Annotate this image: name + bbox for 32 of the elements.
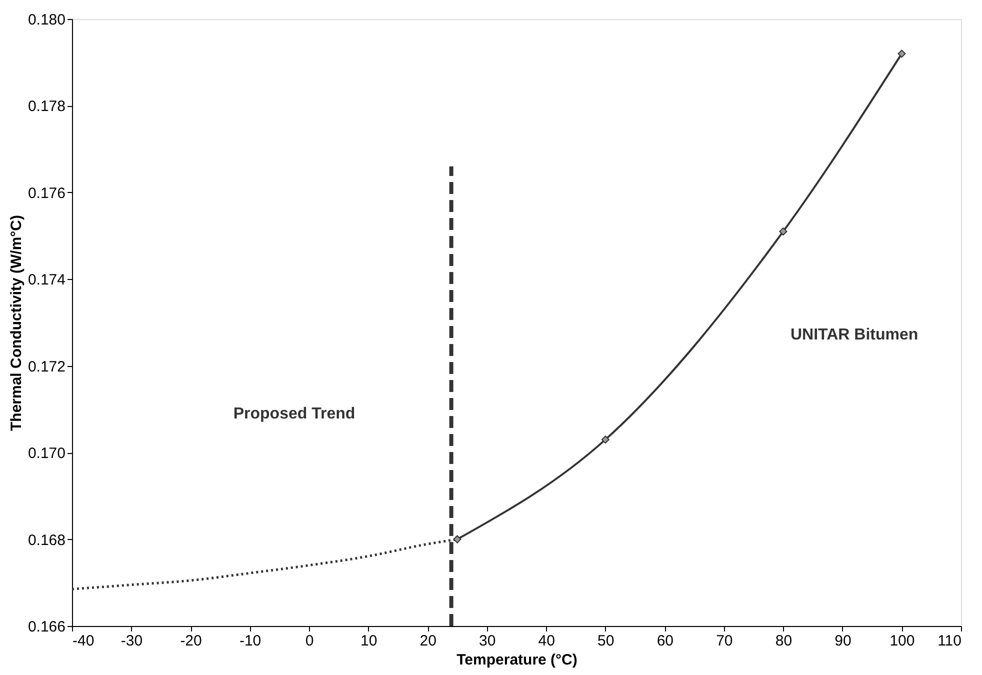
y-tick-label: 0.178 bbox=[28, 98, 66, 116]
x-tick-label: 20 bbox=[420, 632, 436, 650]
y-tick-label: 0.166 bbox=[28, 618, 66, 636]
x-tick-label: 80 bbox=[775, 632, 792, 650]
x-tick-label: 0 bbox=[305, 632, 314, 650]
x-tick-label: -40 bbox=[72, 632, 94, 650]
point bbox=[898, 50, 906, 58]
x-tick-label: 90 bbox=[834, 632, 852, 650]
y-tick-label: 0.174 bbox=[28, 272, 66, 289]
x-tick-label: 110 bbox=[938, 632, 962, 650]
y-tick-label: 0.170 bbox=[28, 445, 66, 462]
x-tick-label: 70 bbox=[716, 632, 733, 650]
point bbox=[453, 535, 462, 544]
annotation: Proposed Trend bbox=[233, 406, 356, 423]
x-tick-label: 40 bbox=[538, 632, 555, 650]
y-tick-label: 0.168 bbox=[28, 532, 66, 549]
x-axis-title: Temperature (°C) bbox=[456, 652, 578, 668]
x-tick-label: 10 bbox=[360, 632, 378, 650]
y-axis-title: Thermal Conductivity (W/m°C) bbox=[8, 214, 25, 432]
x-tick-label: 60 bbox=[656, 632, 674, 650]
y-tick-label: 0.172 bbox=[28, 358, 66, 376]
point bbox=[601, 436, 610, 444]
x-tick-label: 50 bbox=[598, 632, 614, 650]
x-tick-label: -10 bbox=[239, 632, 262, 650]
x-tick-label: -30 bbox=[120, 632, 143, 650]
x-tick-label: -20 bbox=[180, 632, 202, 650]
point bbox=[779, 227, 788, 236]
y-tick-label: 0.176 bbox=[28, 184, 66, 202]
y-tick-label: 0.180 bbox=[28, 12, 66, 28]
x-tick-label: 30 bbox=[479, 632, 496, 650]
annotation: UNITAR Bitumen bbox=[790, 326, 918, 344]
x-tick-label: 100 bbox=[890, 632, 915, 650]
